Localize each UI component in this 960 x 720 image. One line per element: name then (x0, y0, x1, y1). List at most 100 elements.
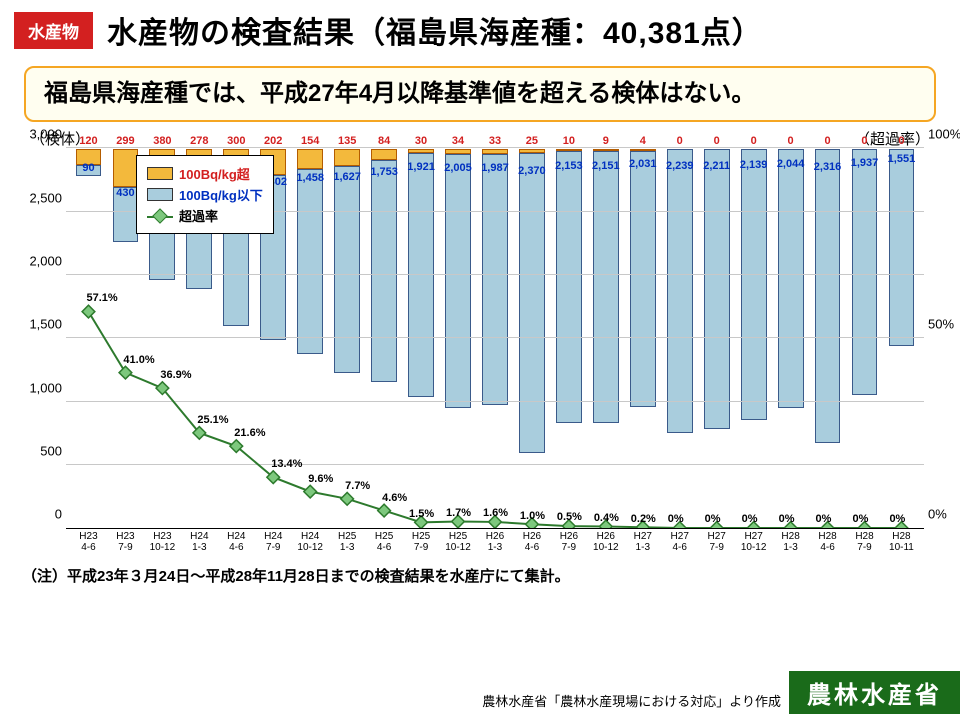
bar-segment-above (371, 149, 397, 160)
bar-group: 02,239 (661, 149, 698, 528)
gridline (66, 337, 924, 338)
value-above-label: 120 (79, 135, 97, 147)
value-below-label: 2,139 (740, 159, 768, 171)
bar-segment-below (556, 151, 582, 423)
bar: 299430 (113, 149, 139, 241)
value-above-label: 10 (563, 135, 575, 147)
rate-label: 1.6% (483, 507, 508, 519)
value-below-label: 2,239 (666, 160, 694, 172)
y-axis-right: 0%50%100% (928, 149, 960, 529)
axis-titles: （検体） （超過率） (0, 128, 960, 149)
bar: 841,753 (371, 149, 397, 382)
bar-segment-below (778, 149, 804, 408)
x-label: H237-9 (107, 529, 144, 559)
value-below-label: 1,753 (370, 166, 398, 178)
value-above-label: 300 (227, 135, 245, 147)
x-label: H234-6 (70, 529, 107, 559)
rate-label: 1.0% (520, 510, 545, 522)
value-above-label: 0 (788, 135, 794, 147)
value-below-label: 1,551 (888, 153, 916, 165)
value-above-label: 0 (824, 135, 830, 147)
bar-group: 331,987 (476, 149, 513, 528)
x-label: H264-6 (513, 529, 550, 559)
value-below-label: 90 (82, 162, 94, 174)
y-left-tick: 1,500 (12, 317, 62, 332)
value-below-label: 1,937 (851, 157, 879, 169)
x-label: H284-6 (809, 529, 846, 559)
bar-group: 841,753 (366, 149, 403, 528)
value-above-label: 0 (861, 135, 867, 147)
bar: 02,316 (815, 149, 841, 442)
bar: 331,987 (482, 149, 508, 405)
value-below-label: 1,987 (481, 162, 509, 174)
value-above-label: 135 (338, 135, 356, 147)
bar-group: 02,211 (698, 149, 735, 528)
legend-below-label: 100Bq/kg以下 (179, 185, 263, 204)
bar: 12090 (76, 149, 102, 176)
rate-label: 0% (779, 513, 795, 525)
x-label: H2610-12 (587, 529, 624, 559)
value-below-label: 1,627 (333, 171, 361, 183)
rate-label: 7.7% (345, 480, 370, 492)
bar-segment-below (704, 149, 730, 429)
value-above-label: 154 (301, 135, 319, 147)
value-above-label: 34 (452, 135, 464, 147)
value-above-label: 299 (116, 135, 134, 147)
bar-segment-below (482, 154, 508, 406)
bar-segment-below (297, 169, 323, 354)
y-right-tick: 0% (928, 507, 960, 522)
bar-segment-below (852, 149, 878, 394)
x-label: H241-3 (181, 529, 218, 559)
footnote: （注）平成23年３月24日～平成28年11月28日までの検査結果を水産庁にて集計… (0, 559, 960, 586)
value-above-label: 202 (264, 135, 282, 147)
bar-group: 01,551 (883, 149, 920, 528)
y-right-tick: 100% (928, 127, 960, 142)
y-left-tick: 3,000 (12, 127, 62, 142)
rate-label: 1.5% (409, 508, 434, 520)
bar-group: 102,153 (550, 149, 587, 528)
value-below-label: 2,370 (518, 165, 546, 177)
y-left-tick: 2,500 (12, 190, 62, 205)
bar-segment-below (519, 153, 545, 453)
x-label: H247-9 (255, 529, 292, 559)
summary-box: 福島県海産種では、平成27年4月以降基準値を超える検体はない。 (24, 66, 936, 122)
x-label: H287-9 (846, 529, 883, 559)
rate-label: 0% (668, 513, 684, 525)
value-below-label: 1,458 (296, 172, 324, 184)
y-right-tick: 50% (928, 317, 960, 332)
rate-label: 0.2% (631, 513, 656, 525)
bar: 02,044 (778, 149, 804, 408)
bar-group: 92,151 (587, 149, 624, 528)
rate-label: 0% (816, 513, 832, 525)
legend-line-icon (147, 209, 173, 222)
value-below-label: 2,151 (592, 160, 620, 172)
x-label: H274-6 (661, 529, 698, 559)
ministry-badge: 農林水産省 (789, 671, 960, 714)
rate-label: 41.0% (123, 354, 154, 366)
bar-segment-below (593, 151, 619, 423)
legend-rate: 超過率 (147, 206, 263, 225)
value-above-label: 0 (898, 135, 904, 147)
gridline (66, 401, 924, 402)
value-below-label: 2,005 (444, 162, 472, 174)
value-below-label: 2,316 (814, 161, 842, 173)
gridline (66, 274, 924, 275)
value-below-label: 2,211 (703, 160, 730, 172)
legend-rate-label: 超過率 (179, 206, 218, 225)
bar: 42,031 (630, 149, 656, 407)
rate-label: 21.6% (234, 427, 265, 439)
bar: 301,921 (408, 149, 434, 396)
value-below-label: 2,153 (555, 160, 583, 172)
bar-segment-below (741, 149, 767, 420)
value-below-label: 2,044 (777, 158, 805, 170)
bar-segment-below (630, 151, 656, 407)
x-label: H277-9 (698, 529, 735, 559)
page-title: 水産物の検査結果（福島県海産種：40,381点） (107, 8, 763, 52)
bar-segment-above (113, 149, 139, 187)
bar: 02,211 (704, 149, 730, 429)
legend-swatch-below (147, 188, 173, 201)
bar-segment-below (445, 154, 471, 408)
bar-segment-below (815, 149, 841, 442)
x-label: H267-9 (550, 529, 587, 559)
value-below-label: 1,921 (407, 161, 435, 173)
